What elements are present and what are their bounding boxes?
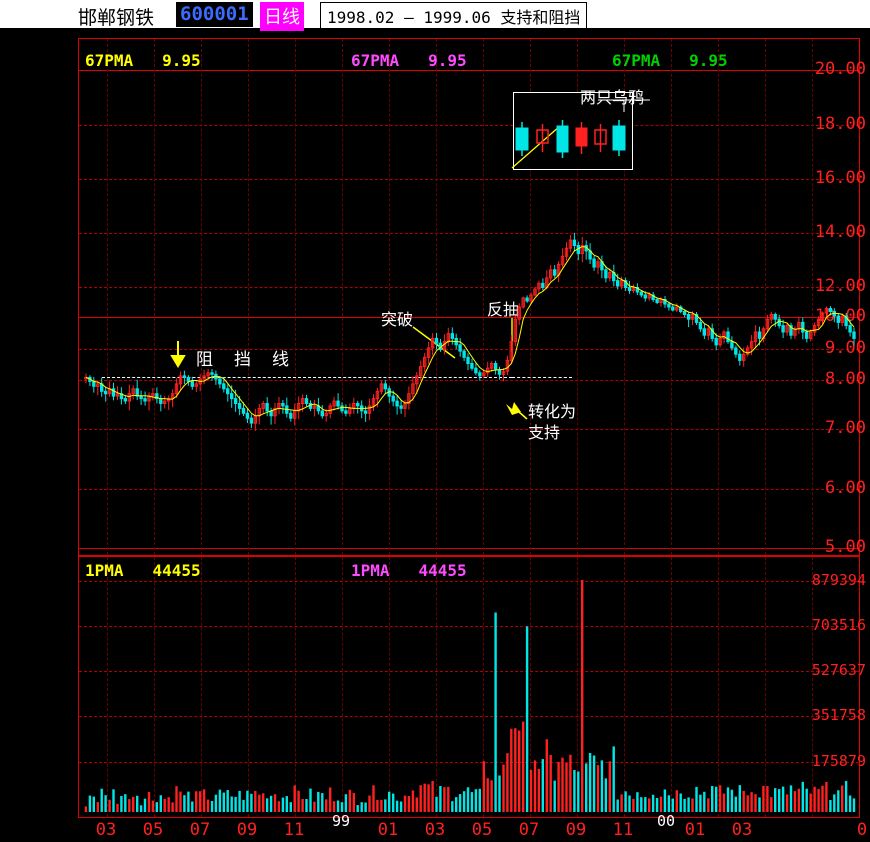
vgridline-4: [248, 39, 249, 555]
vol-ytick-879394: 879394: [811, 571, 866, 589]
resistance-line-support-part: [512, 377, 572, 378]
indicator-1pma-yellow: 1PMA 44455: [85, 561, 201, 580]
price-chart-panel: 67PMA 9.95 67PMA 9.95 67PMA 9.95: [78, 38, 860, 556]
gridline-16: [79, 179, 859, 180]
gridline-14: [79, 233, 859, 234]
gridline-20: [79, 70, 859, 71]
xtick-05b: 05: [471, 820, 493, 840]
vol-ytick-703516: 703516: [811, 616, 866, 634]
vgridline-15: [765, 39, 766, 555]
vgridline-8: [436, 39, 437, 555]
gridline-7: [79, 429, 859, 430]
xtick-01: 01: [377, 820, 399, 840]
vol-ytick-175879: 175879: [811, 752, 866, 770]
xtick-11b: 11: [612, 820, 634, 840]
vol-vgridline-7: [389, 557, 390, 817]
vol-vgridline-14: [718, 557, 719, 817]
stock-code[interactable]: 600001: [176, 2, 253, 27]
vol-gridline-527637: [79, 671, 859, 672]
stock-name: 邯郸钢铁: [78, 7, 155, 29]
ytick-5: 5.00: [825, 537, 866, 557]
xtick-year-99: 99: [331, 812, 351, 830]
indicator-1pma-magenta: 1PMA 44455: [351, 561, 467, 580]
xtick-05: 05: [142, 820, 164, 840]
vgridline-5: [295, 39, 296, 555]
ytick-7: 7.00: [825, 418, 866, 438]
vol-vgridline-15: [765, 557, 766, 817]
vol-vgridline-1: [107, 557, 108, 817]
xtick-03c: 03: [731, 820, 753, 840]
ytick-18: 18.00: [814, 114, 866, 134]
xtick-09b: 09: [565, 820, 587, 840]
xtick-09: 09: [236, 820, 258, 840]
vol-vgridline-3: [201, 557, 202, 817]
vol-gridline-879394: [79, 581, 859, 582]
gridline-10: [79, 317, 859, 318]
two-crows-label: 两只乌鸦: [580, 88, 645, 107]
vol-vgridline-16: [812, 557, 813, 817]
resistance-line: [102, 377, 512, 378]
vol-vgridline-6: [342, 557, 343, 817]
ytick-8: 8.00: [825, 369, 866, 389]
xtick-11: 11: [283, 820, 305, 840]
volume-chart-panel: 1PMA 44455 1PMA 44455: [78, 556, 860, 818]
vol-vgridline-13: [671, 557, 672, 817]
ytick-6: 6.00: [825, 478, 866, 498]
gridline-5: [79, 548, 859, 549]
ytick-20: 20.00: [814, 59, 866, 79]
vol-ytick-351758: 351758: [811, 706, 866, 724]
vgridline-1: [107, 39, 108, 555]
indicator-67pma-yellow: 67PMA 9.95: [85, 51, 201, 70]
converted-support-label-2: 支持: [528, 423, 561, 442]
vol-vgridline-5: [295, 557, 296, 817]
gridline-8: [79, 380, 859, 381]
xtick-01b: 01: [684, 820, 706, 840]
indicator-67pma-magenta: 67PMA 9.95: [351, 51, 467, 70]
vol-gridline-351758: [79, 716, 859, 717]
gridline-12: [79, 287, 859, 288]
vol-vgridline-2: [154, 557, 155, 817]
vol-vgridline-4: [248, 557, 249, 817]
vgridline-7: [389, 39, 390, 555]
vol-gridline-175879: [79, 762, 859, 763]
xtick-year-00: 00: [656, 812, 676, 830]
ytick-10: 10.00: [814, 306, 866, 326]
xtick-03: 03: [95, 820, 117, 840]
ytick-9: 9.00: [825, 338, 866, 358]
date-range-text: 1998.02 — 1999.06: [327, 8, 491, 27]
xtick-03b: 03: [424, 820, 446, 840]
vol-vgridline-9: [483, 557, 484, 817]
breakout-label: 突破: [381, 310, 414, 329]
ytick-14: 14.00: [814, 222, 866, 242]
pullback-label: 反抽: [487, 300, 520, 319]
gridline-18: [79, 125, 859, 126]
xtick-07b: 07: [518, 820, 540, 840]
range-note-text: 支持和阻挡: [500, 8, 581, 27]
vol-vgridline-11: [577, 557, 578, 817]
vol-ytick-527637: 527637: [811, 661, 866, 679]
period-badge[interactable]: 日线: [260, 2, 304, 31]
gridline-6: [79, 489, 859, 490]
ytick-16: 16.00: [814, 168, 866, 188]
xtick-last: 0: [856, 820, 868, 840]
vgridline-13: [671, 39, 672, 555]
vgridline-2: [154, 39, 155, 555]
resistance-line-label: 阻 挡 线: [196, 350, 291, 370]
ytick-12: 12.00: [814, 276, 866, 296]
vgridline-3: [201, 39, 202, 555]
vgridline-6: [342, 39, 343, 555]
vol-vgridline-8: [436, 557, 437, 817]
xtick-07: 07: [189, 820, 211, 840]
vol-vgridline-10: [530, 557, 531, 817]
chart-header: 邯郸钢铁 600001 日线 1998.02 — 1999.06 支持和阻挡: [0, 0, 870, 31]
indicator-67pma-green: 67PMA 9.95: [612, 51, 728, 70]
date-range-box: 1998.02 — 1999.06 支持和阻挡: [320, 2, 588, 31]
vol-vgridline-12: [624, 557, 625, 817]
vol-gridline-703516: [79, 626, 859, 627]
vgridline-14: [718, 39, 719, 555]
vgridline-9: [483, 39, 484, 555]
